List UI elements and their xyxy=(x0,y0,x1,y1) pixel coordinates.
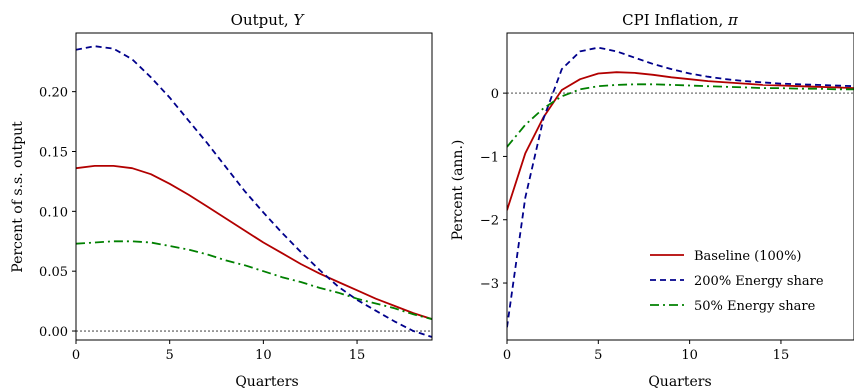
legend-label: 200% Energy share xyxy=(694,274,824,289)
output-x-tick-label: 5 xyxy=(166,348,174,363)
output-chart-title: Output, Y xyxy=(231,11,306,29)
inflation-plot-frame xyxy=(506,32,854,341)
inflation-series-line-baseline xyxy=(507,71,854,211)
inflation-x-tick-label: 0 xyxy=(503,348,511,363)
output-series-line-50pct xyxy=(76,240,432,320)
inflation-y-tick-label: −1 xyxy=(480,150,499,165)
output-plot-frame xyxy=(75,32,433,341)
inflation-chart-panel: CPI Inflation, π Quarters Percent (ann.)… xyxy=(450,11,854,390)
inflation-y-tick-label: 0 xyxy=(491,87,499,102)
output-y-tick-label: 0.15 xyxy=(39,145,68,160)
inflation-y-tick-label: −3 xyxy=(480,277,499,292)
output-chart-panel: Output, Y Quarters Percent of s.s. outpu… xyxy=(10,11,433,390)
output-y-tick-label: 0.00 xyxy=(39,325,68,340)
inflation-x-tick-label: 15 xyxy=(773,348,790,363)
output-series-line-200pct xyxy=(76,45,432,338)
inflation-x-tick-label: 5 xyxy=(594,348,602,363)
output-x-tick-label: 0 xyxy=(72,348,80,363)
inflation-y-tick-label: −2 xyxy=(480,214,499,229)
inflation-chart-title: CPI Inflation, π xyxy=(622,11,739,29)
legend-label: 50% Energy share xyxy=(694,299,816,314)
inflation-series-line-200pct xyxy=(507,46,854,328)
output-y-tick-label: 0.20 xyxy=(39,86,68,101)
output-x-tick-label: 10 xyxy=(255,348,272,363)
inflation-x-tick-label: 10 xyxy=(681,348,698,363)
inflation-chart-ylabel: Percent (ann.) xyxy=(450,140,466,241)
output-chart-xlabel: Quarters xyxy=(235,374,298,390)
legend-label: Baseline (100%) xyxy=(694,249,802,264)
legend: Baseline (100%) 200% Energy share 50% Ener… xyxy=(650,249,824,314)
inflation-chart-xlabel: Quarters xyxy=(648,374,711,390)
inflation-series-line-50pct xyxy=(507,83,854,148)
output-y-tick-label: 0.05 xyxy=(39,265,68,280)
output-y-tick-label: 0.10 xyxy=(39,205,68,220)
output-x-tick-label: 15 xyxy=(349,348,366,363)
output-series-line-baseline xyxy=(76,164,432,320)
output-chart-ylabel: Percent of s.s. output xyxy=(10,121,26,273)
